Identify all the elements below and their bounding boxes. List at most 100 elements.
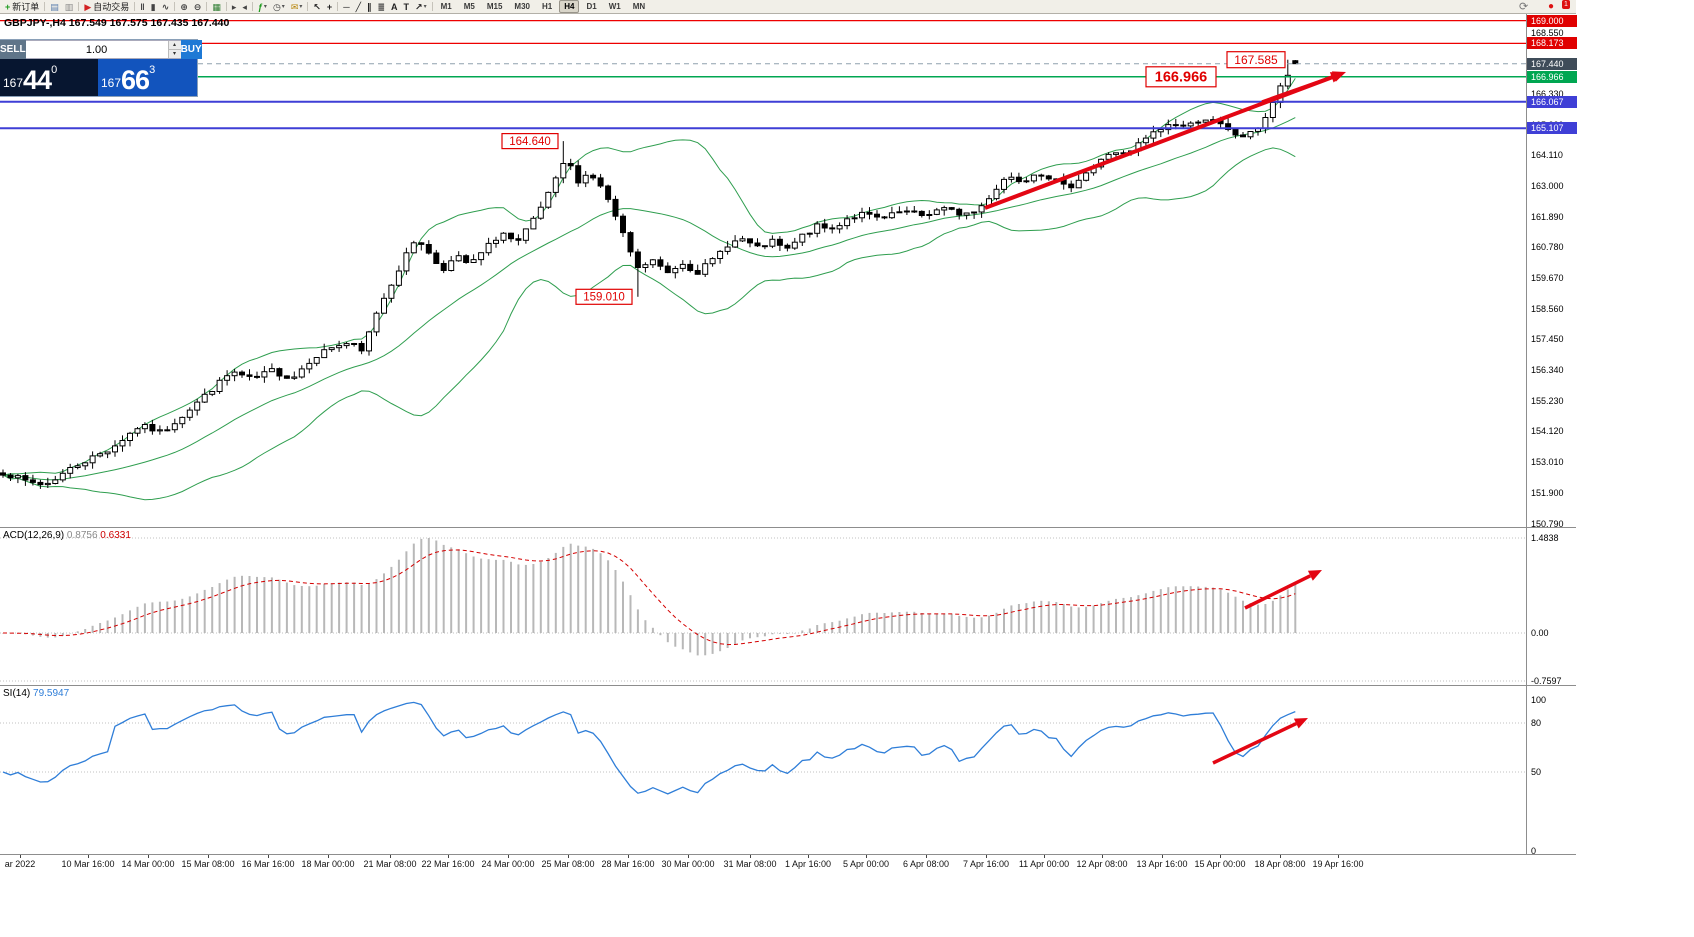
time-tick [1220,855,1221,858]
channel-tool-icon[interactable]: ∥ [364,0,375,13]
time-tick [390,855,391,858]
zoom-out-icon-glyph: ⊖ [193,1,202,12]
shapes-tool-icon[interactable]: ↗ ▾ [412,0,430,13]
main-chart: 164.640 159.010 166.966 167.585 [0,19,1526,501]
templates-icon[interactable]: ✉ ▾ [288,0,306,13]
time-tick [20,855,21,858]
cursor-icon[interactable]: ↖ [310,0,324,13]
trendline-tool-icon[interactable]: ╱ [353,0,364,13]
zoom-in-icon[interactable]: ⊕ [177,0,191,13]
volume-up-icon[interactable]: ▴ [168,41,181,50]
price-flag-164.640[interactable]: 164.640 [501,132,559,150]
line-chart-icon[interactable]: ∿ [159,0,173,13]
macd-arrow[interactable] [1244,570,1322,610]
buy-button[interactable]: BUY [180,40,202,59]
time-label: 25 Mar 08:00 [541,859,595,869]
volume-input[interactable] [25,41,168,58]
timeframe-h1-button[interactable]: H1 [541,2,553,11]
macd-panel[interactable]: ACD(12,26,9) 0.8756 0.6331 [0,528,1526,685]
shapes-tool-icon-glyph: ↗ [415,1,423,12]
rsi-panel[interactable]: SI(14) 79.5947 [0,686,1526,854]
new-order-button[interactable]: + 新订单 [2,0,42,13]
time-tick [208,855,209,858]
macd-name: ACD(12,26,9) [3,530,65,541]
refresh-icon[interactable]: ⟳ [1519,1,1529,13]
shapes-tool-icon-dropdown-icon[interactable]: ▾ [423,4,427,10]
autotrade-button-label: 自动交易 [93,2,130,12]
timeframe-m5-button[interactable]: M5 [463,2,475,11]
label-tool-icon[interactable]: T [401,0,413,13]
trend-arrow-2[interactable] [1261,72,1344,104]
panel-separator[interactable] [0,685,1576,686]
bollinger-bands [2,78,1296,501]
macd-grid [0,537,1526,682]
notification-icon[interactable]: ● [1548,1,1555,12]
timeframe-d1-button[interactable]: D1 [586,2,597,11]
fibonacci-tool-icon[interactable]: ≣ [375,0,389,13]
tile-windows-icon[interactable]: ▦ [209,0,224,13]
chart-shift-icon[interactable]: ◂ [239,0,250,13]
price-scale[interactable]: 168.550167.440166.330165.220164.110163.0… [1526,14,1577,873]
zoom-in-icon-glyph: ⊕ [180,1,188,12]
tile-windows-icon-glyph: ▦ [212,1,221,12]
indicator-scale-label: 100 [1531,694,1547,705]
timeframe-m30-button[interactable]: M30 [514,2,530,11]
macd-chart [0,537,1526,682]
volume-box: ▴ ▾ [25,40,181,59]
rsi-value: 79.5947 [33,688,70,699]
templates-icon-dropdown-icon[interactable]: ▾ [299,4,303,10]
zoom-out-icon[interactable]: ⊖ [191,0,205,13]
price-scale-label: 168.550 [1531,27,1564,38]
autotrade-button[interactable]: ▶ 自动交易 [81,0,132,13]
buy-price-display[interactable]: 167 66 3 [98,59,197,96]
text-tool-icon[interactable]: A [388,0,401,13]
toolbar-separator [134,2,136,11]
market-watch-icon[interactable]: ▤ [47,0,62,13]
timeframe-h4-button[interactable]: H4 [559,0,580,13]
price-flag-166.966[interactable]: 166.966 [1145,66,1217,88]
buy-price-big: 66 [121,65,150,95]
time-axis[interactable]: ar 2022 10 Mar 16:00 14 Mar 00:00 15 Mar 08… [0,855,1576,873]
price-scale-label: 157.450 [1531,334,1564,345]
volume-stepper[interactable]: ▴ ▾ [167,41,181,58]
buy-price-sup: 3 [149,64,156,76]
data-window-icon[interactable]: ▥ [62,0,77,13]
price-scale-label: 164.110 [1531,150,1563,161]
periods-icon-dropdown-icon[interactable]: ▾ [281,4,285,10]
timeframe-mn-button[interactable]: MN [632,2,646,11]
toolbar-separator [44,2,46,11]
time-label: 6 Apr 08:00 [902,859,950,869]
price-badge-166.067: 166.067 [1527,95,1577,108]
rsi-arrow[interactable] [1212,718,1308,765]
timeframe-m15-button[interactable]: M15 [486,2,503,11]
hline-tool-icon[interactable]: ─ [340,0,352,13]
main-chart-panel[interactable]: 164.640 159.010 166.966 167.585 GBPJPY-,H4 … [0,14,1526,527]
sell-button[interactable]: SELL [0,40,26,59]
indicators-icon[interactable]: ƒ ▾ [255,0,270,13]
bar-chart-icon[interactable]: ‖ [137,0,147,13]
price-flag-159.010[interactable]: 159.010 [575,288,633,305]
timeframe-m1-button[interactable]: M1 [440,2,452,11]
svg-text:164.640: 164.640 [509,136,551,148]
sell-price-display[interactable]: 167 44 0 [0,59,98,96]
panel-separator[interactable] [0,527,1576,528]
time-tick [1338,855,1339,858]
macd-legend: ACD(12,26,9) 0.8756 0.6331 [3,530,131,541]
toolbar-separator [431,2,433,11]
price-scale-label: 160.780 [1531,242,1564,253]
indicator-scale-label: 1.4838 [1531,532,1559,543]
time-tick [1044,855,1045,858]
time-tick [448,855,449,858]
auto-scroll-icon[interactable]: ▸ [229,0,240,13]
indicator-scale-label: 50 [1531,766,1542,777]
periods-icon[interactable]: ◷ ▾ [270,0,288,13]
candlestick-chart-icon[interactable]: ▮ [148,0,159,13]
crosshair-icon[interactable]: + [324,0,335,13]
volume-down-icon[interactable]: ▾ [168,50,181,58]
indicators-icon-dropdown-icon[interactable]: ▾ [263,4,267,10]
time-label: 19 Apr 16:00 [1312,859,1364,869]
timeframe-w1-button[interactable]: W1 [608,2,621,11]
svg-text:167.585: 167.585 [1234,53,1278,67]
price-flag-167.585[interactable]: 167.585 [1226,51,1286,69]
price-scale-label: 159.670 [1531,273,1564,284]
